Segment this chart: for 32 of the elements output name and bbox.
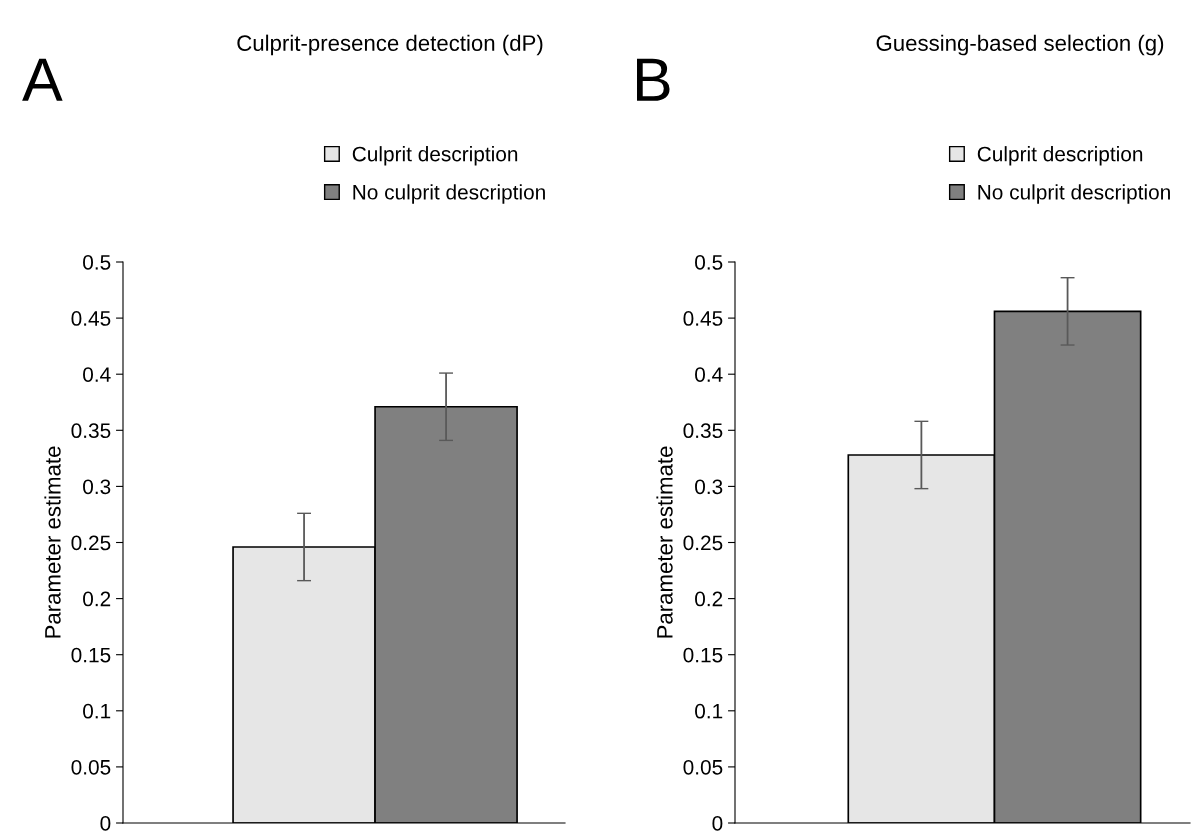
- text: A: [22, 58, 63, 101]
- y-axis-title: Parameter estimate: [44, 446, 61, 638]
- y-tick-label: 0.4: [695, 367, 723, 382]
- y-tick-label: 0.3: [83, 479, 111, 495]
- y-tick-label: 0.35: [683, 423, 723, 439]
- y-tick-label: 0.4: [83, 367, 111, 382]
- legend-label: Culprit description: [977, 146, 1143, 166]
- y-tick-label: 0.35: [71, 423, 111, 439]
- y-tick-label: 0.5: [83, 255, 111, 270]
- y-tick-label: 0: [712, 816, 723, 831]
- legend-label: Culprit description: [352, 146, 518, 166]
- y-tick-label: 0.25: [71, 535, 111, 551]
- y-tick-label: 0.1: [695, 703, 723, 719]
- y-tick-label: 0.2: [83, 591, 111, 607]
- y-tick-label: 0: [100, 816, 111, 831]
- y-tick-label: 0.05: [683, 759, 723, 775]
- y-tick-label: 0.45: [71, 311, 111, 326]
- chart-title: Culprit-presence detection (dP): [237, 34, 543, 56]
- y-tick-label: 0.45: [683, 311, 723, 326]
- y-axis-title: Parameter estimate: [656, 446, 673, 638]
- y-tick-label: 0.25: [683, 535, 723, 551]
- y-tick-label: 0.5: [695, 255, 723, 270]
- y-tick-label: 0.15: [71, 647, 111, 663]
- y-tick-label: 0.15: [683, 647, 723, 663]
- y-tick-label: 0.3: [695, 479, 723, 495]
- y-tick-label: 0.2: [695, 591, 723, 607]
- y-tick-label: 0.1: [83, 703, 111, 719]
- text: B: [637, 58, 670, 101]
- legend-label: No culprit description: [978, 184, 1170, 204]
- legend-label: No culprit description: [353, 184, 545, 204]
- y-tick-label: 0.05: [71, 759, 111, 775]
- chart-title: Guessing-based selection (g): [876, 34, 1164, 56]
